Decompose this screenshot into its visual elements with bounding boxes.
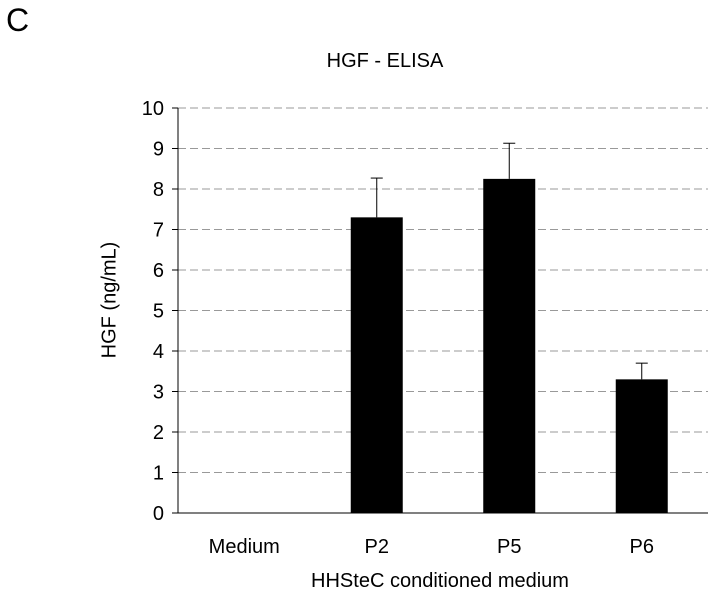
y-tick-label: 5 [153, 301, 164, 323]
y-tick-label: 10 [142, 98, 164, 120]
y-tick-label: 3 [153, 382, 164, 404]
bar-p5 [483, 178, 536, 513]
bar-p2 [350, 217, 403, 513]
x-axis-label: HHSteC conditioned medium [311, 570, 569, 592]
y-tick-label: 2 [153, 422, 164, 444]
y-tick-label: 1 [153, 463, 164, 485]
bar-p6 [615, 379, 668, 513]
y-tick-label: 8 [153, 179, 164, 201]
x-tick-label: P6 [630, 536, 654, 558]
y-tick-label: 4 [153, 341, 164, 363]
panel-letter: C [6, 2, 30, 38]
chart-title: HGF - ELISA [326, 50, 444, 72]
y-tick-label: 0 [153, 503, 164, 525]
y-tick-label: 6 [153, 260, 164, 282]
x-tick-label: P5 [497, 536, 521, 558]
x-tick-label: P2 [365, 536, 389, 558]
x-tick-label: Medium [209, 536, 280, 558]
y-tick-label: 7 [153, 220, 164, 242]
y-tick-label: 9 [153, 139, 164, 161]
